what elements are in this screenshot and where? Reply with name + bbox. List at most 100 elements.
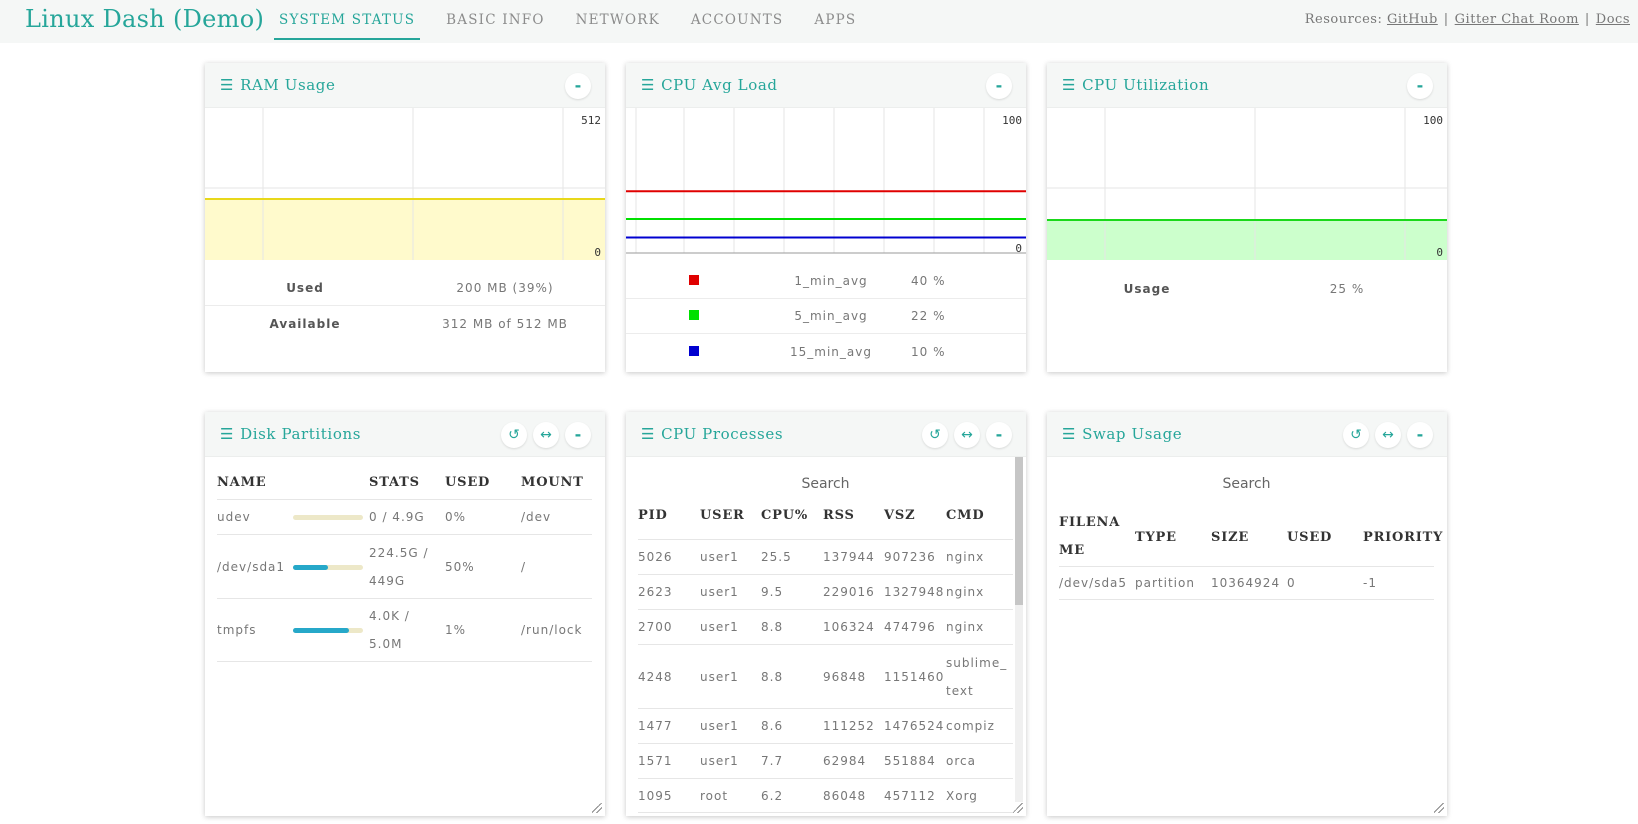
card-title[interactable]: ☰ CPU Utilization (1062, 76, 1209, 94)
minimize-button[interactable]: - (1407, 73, 1433, 99)
drag-handle-icon[interactable]: ☰ (1062, 76, 1077, 94)
process-rss: 62984 (823, 754, 867, 768)
swap-filename: /dev/sda5 (1059, 576, 1128, 590)
bar-track (293, 628, 363, 633)
expand-button[interactable]: ↔ (954, 422, 980, 448)
minimize-button[interactable]: - (565, 73, 591, 99)
partition-mount: / (521, 559, 527, 574)
tab-system-status[interactable]: SYSTEM STATUS (274, 0, 421, 40)
drag-handle-icon[interactable]: ☰ (220, 425, 235, 443)
table-row: 4248 user1 8.8 96848 1151460 sublime_text (638, 644, 1013, 708)
column-header[interactable]: FILENAME (1059, 515, 1121, 558)
column-header[interactable]: SIZE (1211, 529, 1250, 545)
swap-size: 10364924 (1211, 576, 1281, 590)
process-vsz: 551884 (884, 754, 936, 768)
scrollbar[interactable] (1015, 457, 1023, 802)
y-axis-max-label: 100 (1002, 114, 1022, 127)
card-title[interactable]: ☰ Disk Partitions (220, 425, 361, 443)
process-vsz: 1476524 (884, 719, 945, 733)
resize-handle-icon[interactable] (1013, 803, 1023, 813)
card-title[interactable]: ☰ CPU Processes (641, 425, 783, 443)
cpu-util-chart-svg: 100 0 (1047, 108, 1447, 260)
bar-track (293, 564, 363, 570)
minimize-button[interactable]: - (986, 422, 1012, 448)
process-cmd: nginx (946, 620, 985, 634)
bar-fill (293, 564, 328, 570)
column-header: NAME (217, 475, 267, 490)
column-header[interactable]: USED (1287, 529, 1333, 545)
card-controls: ↺ ↔ - (1343, 422, 1433, 448)
drag-handle-icon[interactable]: ☰ (220, 76, 235, 94)
legend-row-15min: 15_min_avg 10 % (626, 334, 1026, 369)
cpu-utilization-title: CPU Utilization (1082, 76, 1210, 94)
table-row: 2700 user1 8.8 106324 474796 nginx (638, 609, 1013, 644)
bar-fill (293, 628, 349, 633)
resize-handle-icon[interactable] (592, 803, 602, 813)
table-header: NAME STATS USED MOUNT (217, 475, 592, 499)
column-header[interactable]: PID (638, 508, 668, 523)
y-axis-max-label: 100 (1423, 114, 1443, 127)
process-pid: 1571 (638, 754, 673, 768)
search-input[interactable]: Search (1222, 476, 1271, 492)
disk-partitions-title: Disk Partitions (240, 425, 362, 443)
swap-priority: -1 (1363, 576, 1377, 590)
partition-mount: /run/lock (521, 623, 583, 637)
column-header[interactable]: RSS (823, 508, 855, 523)
search-input[interactable]: Search (801, 476, 850, 492)
series-name: 15_min_avg (790, 344, 872, 359)
disk-partitions-card: ☰ Disk Partitions ↺ ↔ - NAME STATS USED M… (205, 412, 605, 816)
usage-bar (293, 616, 369, 644)
process-user: root (700, 788, 729, 803)
docs-link[interactable]: Docs (1595, 12, 1630, 27)
drag-handle-icon[interactable]: ☰ (1062, 425, 1077, 443)
card-title[interactable]: ☰ RAM Usage (220, 76, 335, 94)
ram-area-fill (205, 199, 605, 260)
minimize-button[interactable]: - (565, 422, 591, 448)
cpu-utilization-card: ☰ CPU Utilization - 100 0 Usage 25 % (1047, 63, 1447, 372)
github-link[interactable]: GitHub (1386, 12, 1438, 27)
y-axis-max-label: 512 (581, 114, 601, 127)
table-row: /dev/sda5 partition 10364924 0 -1 (1059, 566, 1434, 600)
process-cpu: 8.6 (761, 719, 784, 733)
process-rss: 137944 (823, 550, 875, 564)
tab-basic-info[interactable]: BASIC INFO (446, 12, 545, 28)
refresh-button[interactable]: ↺ (922, 422, 948, 448)
tab-network[interactable]: NETWORK (575, 12, 660, 28)
process-pid: 2700 (638, 620, 673, 634)
card-controls: - (565, 73, 591, 99)
tab-apps[interactable]: APPS (814, 12, 857, 28)
column-header[interactable]: CMD (946, 508, 985, 523)
column-header[interactable]: CPU% (761, 508, 809, 523)
process-vsz: 457112 (884, 788, 936, 803)
column-header[interactable]: TYPE (1135, 529, 1177, 545)
minimize-button[interactable]: - (1407, 422, 1433, 448)
process-vsz: 474796 (884, 620, 936, 634)
refresh-button[interactable]: ↺ (1343, 422, 1369, 448)
process-cpu: 6.2 (761, 788, 784, 803)
table-row: Usage 25 % (1047, 271, 1447, 306)
refresh-button[interactable]: ↺ (501, 422, 527, 448)
process-vsz: 1151460 (884, 669, 945, 684)
column-header[interactable]: VSZ (884, 508, 916, 523)
cpu-avg-legend-table: 1_min_avg 40 % 5_min_avg 22 % 15_min_avg… (626, 264, 1026, 369)
y-axis-min-label: 0 (594, 246, 601, 259)
card-title[interactable]: ☰ CPU Avg Load (641, 76, 778, 94)
drag-handle-icon[interactable]: ☰ (641, 425, 656, 443)
scrollbar-thumb[interactable] (1015, 457, 1023, 605)
resize-handle-icon[interactable] (1434, 803, 1444, 813)
minimize-button[interactable]: - (986, 73, 1012, 99)
process-rss: 111252 (823, 719, 875, 733)
usage-bar (293, 553, 369, 581)
column-header[interactable]: USER (700, 508, 745, 523)
column-header[interactable]: PRIORITY (1363, 529, 1444, 545)
expand-button[interactable]: ↔ (533, 422, 559, 448)
tab-accounts[interactable]: ACCOUNTS (690, 12, 784, 28)
card-title[interactable]: ☰ Swap Usage (1062, 425, 1182, 443)
column-header: MOUNT (521, 475, 584, 490)
gitter-chat-link[interactable]: Gitter Chat Room (1454, 12, 1579, 27)
table-header: FILENAME TYPE SIZE USED PRIORITY (1059, 508, 1444, 566)
expand-button[interactable]: ↔ (1375, 422, 1401, 448)
table-row: 5026 user1 25.5 137944 907236 nginx (638, 539, 1013, 574)
drag-handle-icon[interactable]: ☰ (641, 76, 656, 94)
app-title[interactable]: Linux Dash (Demo) (25, 5, 265, 33)
